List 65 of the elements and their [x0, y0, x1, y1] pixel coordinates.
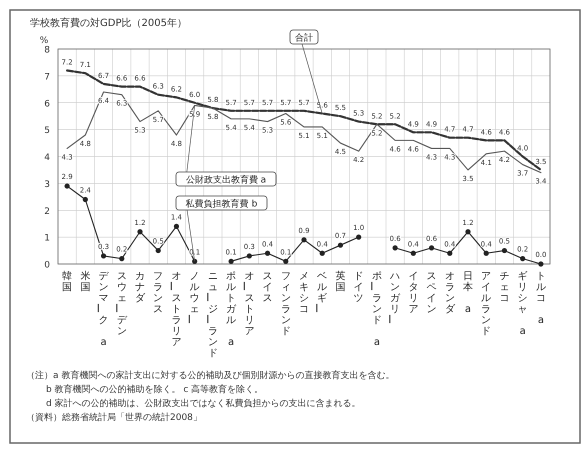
point	[320, 250, 325, 256]
x-tick-label: ニュージーランド	[200, 271, 218, 359]
x-tick-label: オーストラリア	[164, 271, 182, 348]
text: d 家計への公的補助は、公財政支出ではなく私費負担からの支出に含まれる。	[46, 398, 361, 409]
x-tick-label: オランダ	[444, 271, 456, 315]
x-tick-label: トルコ a	[536, 271, 546, 326]
point	[64, 183, 70, 189]
x-tick-label: ポーランド a	[364, 271, 382, 348]
point	[301, 237, 307, 242]
x-tick-label: 日本 a	[463, 271, 473, 315]
point	[264, 250, 270, 256]
point	[465, 229, 471, 234]
text: （資料）総務省統計局「世界の統計2008」	[26, 412, 202, 423]
x-tick-label: ドイツ	[354, 271, 364, 304]
point	[410, 250, 416, 256]
x-tick-label: カナダ	[135, 271, 146, 304]
point	[356, 234, 362, 240]
x-tick-label: メキシコ	[299, 271, 309, 315]
y-tick-label: 5	[44, 126, 50, 136]
point	[228, 258, 234, 264]
point	[82, 196, 88, 202]
y-tick-label: 3	[44, 180, 50, 190]
y-tick-label: 6	[44, 99, 50, 110]
point	[156, 248, 161, 254]
x-tick-label: スペイン	[426, 271, 437, 315]
y-tick-label: 8	[44, 46, 50, 56]
y-tick-label: 7	[44, 72, 50, 82]
x-tick-label: 米国	[80, 270, 90, 293]
chart-title: 学校教育費の対GDP比（2005年）	[30, 17, 187, 29]
y-tick-label: 2	[44, 206, 50, 217]
point	[447, 250, 452, 256]
point	[392, 245, 398, 250]
point	[538, 261, 544, 267]
y-axis-title: %	[40, 36, 49, 46]
x-tick-label: ハンガリー	[383, 271, 402, 324]
x-tick-label: 韓国	[62, 270, 72, 293]
text: b 教育機関への公的補助を除く。 c 高等教育を除く。	[46, 384, 264, 395]
point	[100, 253, 106, 259]
x-tick-label: ポルトガル a	[226, 271, 238, 348]
point	[520, 256, 526, 262]
x-tick-label: ギリシャ a	[518, 270, 528, 337]
x-tick-label: ノルウェー	[182, 271, 200, 324]
point	[428, 245, 434, 250]
text: （注）a 教育機関への家計支出に対する公的補助及び個別財源からの直接教育支出を含む。	[26, 370, 394, 381]
point	[283, 258, 288, 264]
x-tick-label: スイス	[262, 271, 273, 304]
x-tick-label: イタリア	[408, 271, 418, 315]
x-tick-label: 英国	[335, 270, 346, 293]
y-tick-label: 4	[44, 153, 50, 163]
y-tick-label: 0	[44, 260, 50, 270]
point	[484, 250, 489, 256]
point	[502, 248, 508, 254]
x-tick-label: ベルギー	[310, 271, 328, 313]
point	[119, 256, 124, 262]
point	[338, 242, 344, 248]
x-tick-label: アイルランド	[481, 271, 492, 337]
series-label: 私費負担教育費 b	[186, 198, 258, 210]
point	[137, 229, 143, 234]
x-tick-label: デンマーク a	[92, 271, 110, 348]
y-tick-label: 1	[44, 234, 50, 244]
point	[174, 224, 180, 229]
x-tick-label: フィンランド	[280, 271, 291, 337]
point	[246, 253, 252, 259]
x-tick-label: フランス	[153, 271, 164, 315]
x-tick-label: チェコ	[499, 271, 510, 304]
